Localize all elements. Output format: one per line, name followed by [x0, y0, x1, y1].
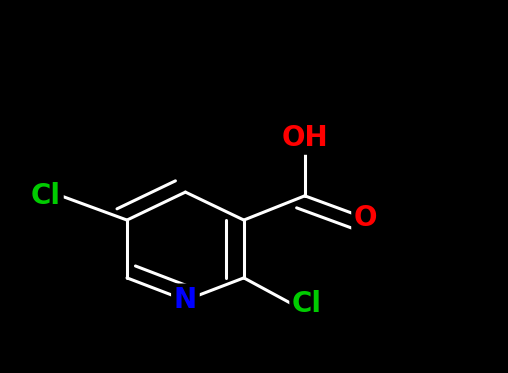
Text: Cl: Cl: [31, 182, 61, 210]
Text: O: O: [354, 204, 377, 232]
Text: N: N: [174, 286, 197, 314]
Text: Cl: Cl: [292, 290, 322, 318]
Text: OH: OH: [281, 124, 328, 152]
